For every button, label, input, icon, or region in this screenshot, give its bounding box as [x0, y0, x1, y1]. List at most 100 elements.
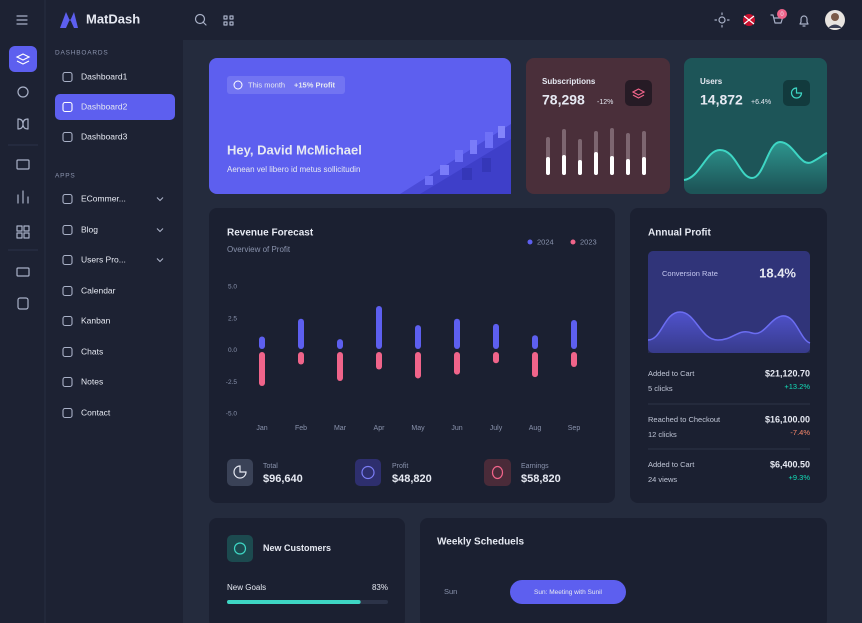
welcome-title: Hey, David McMichael: [227, 142, 362, 157]
sidebar-item[interactable]: Dashboard3: [81, 131, 128, 141]
rail-icon-layers: [15, 53, 31, 65]
legend-label: 2023: [580, 237, 597, 246]
y-tick-label: 0.0: [228, 347, 237, 354]
rail-icon-docs[interactable]: [17, 297, 29, 310]
conversion-wave-area: [648, 312, 810, 353]
sidebar-item[interactable]: Users Pro...: [81, 254, 126, 264]
brand-name[interactable]: MatDash: [86, 11, 140, 26]
sidebar-item[interactable]: Contact: [81, 407, 111, 417]
sidebar-item[interactable]: Kanban: [81, 315, 111, 325]
subscriptions-icon: [631, 88, 646, 99]
customers-icon-box: [227, 535, 253, 562]
sidebar-item[interactable]: Blog: [81, 224, 98, 234]
subscriptions-sparkbars: [546, 128, 646, 175]
revenue-bar: [298, 318, 304, 349]
profit-row-sub: 5 clicks: [648, 384, 673, 393]
apps-icon[interactable]: [223, 15, 234, 26]
goal-value: 83%: [372, 583, 388, 592]
schedule-background: [420, 518, 827, 623]
sidebar-section-title: APPS: [55, 173, 76, 180]
revenue-bar: [571, 352, 577, 368]
x-tick-label: Aug: [529, 425, 542, 432]
sidebar-item[interactable]: Chats: [81, 346, 103, 356]
schedule-title: Weekly Scheduels: [437, 537, 525, 548]
schedule-event-text[interactable]: Sun: Meeting with Sunil: [534, 589, 602, 596]
new-customers-card: New Customers New Goals 83%: [209, 518, 405, 623]
sidebar-item[interactable]: Notes: [81, 376, 103, 386]
rail-icon-pages[interactable]: [17, 118, 29, 130]
earnings-icon-box: [484, 459, 511, 486]
x-tick-label: Mar: [334, 425, 347, 432]
notification-icon[interactable]: [799, 15, 809, 27]
revenue-bar: [454, 318, 460, 349]
total-label: Total: [263, 463, 278, 470]
revenue-bar: [259, 336, 265, 349]
legend-marker: [570, 239, 576, 245]
sidebar-item-icon: [62, 71, 73, 83]
conversion-value: 18.4%: [759, 265, 796, 280]
rail-icon-charts[interactable]: [17, 190, 29, 204]
rail-active[interactable]: [9, 46, 37, 72]
profit-badge: [227, 76, 345, 94]
sidebar-item-active[interactable]: [55, 94, 175, 120]
welcome-subtitle: Aenean vel libero id metus sollicitudin: [227, 165, 360, 174]
sidebar-item[interactable]: Dashboard2: [81, 101, 128, 111]
profit-row-amount: $16,100.00: [765, 414, 810, 424]
sidebar-section-title: DASHBOARDS: [55, 50, 109, 57]
sidebar-item[interactable]: Calendar: [81, 285, 116, 295]
theme-icon-rays: [714, 12, 730, 28]
sidebar: DASHBOARDS Dashboard1 Dashboard2 Dashboard3…: [55, 50, 175, 419]
x-tick-label: Jun: [451, 425, 462, 432]
profit-row-sub: 24 views: [648, 475, 677, 484]
annual-profit-card: Annual Profit Conversion Rate 18.4% Adde…: [630, 208, 827, 503]
theme-icon[interactable]: [718, 16, 726, 24]
profit-row-change: -7.4%: [790, 428, 810, 437]
y-tick-label: -5.0: [226, 411, 238, 418]
rail-icon-widgets[interactable]: [16, 225, 30, 239]
schedule-card: Weekly Scheduels Sun Sun: Meeting with S…: [420, 518, 827, 623]
sidebar-chevron: [156, 258, 164, 263]
revenue-bar: [337, 339, 343, 349]
y-tick-label: -2.5: [226, 379, 238, 386]
sidebar-item[interactable]: ECommer...: [81, 193, 126, 203]
rail-icon-forms[interactable]: [16, 159, 30, 170]
users-card: Users 14,872 +6.4%: [683, 58, 828, 194]
total-value: $58,820: [521, 473, 561, 485]
sidebar-item-icon: [62, 101, 73, 113]
rail-icon-apps[interactable]: [17, 86, 29, 98]
revenue-bar: [337, 352, 343, 381]
search-icon-handle: [202, 21, 207, 26]
revenue-background: [209, 208, 615, 503]
revenue-bar: [493, 323, 499, 349]
sidebar-item-icon: [62, 315, 73, 327]
legend-label: 2024: [537, 237, 554, 246]
rail-icon-auth[interactable]: [16, 267, 30, 277]
subscriptions-card: Subscriptions 78,298 -12%: [526, 58, 670, 194]
schedule-day: Sun: [444, 587, 457, 596]
sidebar-item[interactable]: Dashboard1: [81, 71, 128, 81]
subscriptions-title: Subscriptions: [542, 77, 596, 86]
users-icon: [790, 87, 803, 99]
x-tick-label: Apr: [374, 425, 386, 432]
menu-toggle[interactable]: [16, 15, 28, 25]
revenue-bar: [454, 352, 460, 375]
sidebar-chevron: [156, 228, 164, 233]
total-value: $96,640: [263, 473, 303, 485]
revenue-bar: [376, 352, 382, 370]
sidebar-item-icon: [62, 131, 73, 143]
cart-badge: [777, 9, 787, 19]
users-title: Users: [700, 77, 723, 86]
schedule-event[interactable]: [510, 580, 626, 604]
search-icon[interactable]: [194, 13, 206, 25]
x-tick-label: Jan: [256, 425, 267, 432]
cart-badge-count: 0: [780, 12, 784, 18]
revenue-bar: [493, 352, 499, 364]
revenue-bar: [415, 352, 421, 379]
subscriptions-change: -12%: [597, 99, 613, 106]
brand-logo[interactable]: [60, 12, 78, 28]
total-label: Profit: [392, 463, 408, 470]
subscriptions-value: 78,298: [542, 92, 585, 108]
sidebar-item-icon: [62, 376, 73, 388]
profit-row-change: +9.3%: [789, 473, 811, 482]
